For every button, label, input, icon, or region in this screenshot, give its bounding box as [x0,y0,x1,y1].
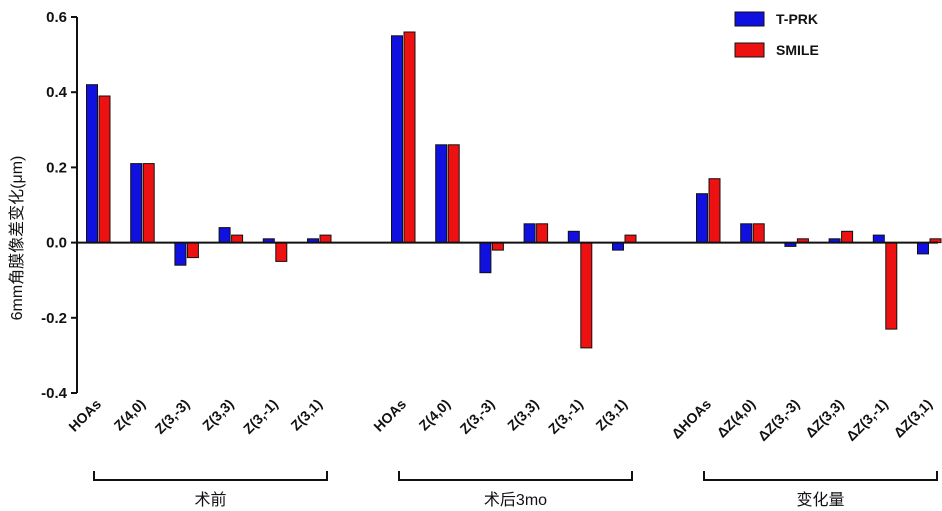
category-label: ΔHOAs [668,396,714,442]
bar-smile [625,235,636,243]
category-label: Z(3,3) [504,396,542,434]
y-tick-label: -0.2 [41,310,67,327]
y-tick-label: -0.4 [41,385,68,402]
bar-smile [886,243,897,330]
bar-t-prk [392,36,403,243]
category-label: Z(3,-1) [240,396,281,437]
category-label: HOAs [65,396,104,435]
bar-smile [753,224,764,243]
legend-swatch [735,12,764,26]
bar-t-prk [175,243,186,266]
bar-smile [187,243,198,258]
bar-smile [709,179,720,243]
bar-t-prk [568,231,579,242]
bar-smile [581,243,592,348]
bar-smile [320,235,331,243]
bar-t-prk [219,228,230,243]
legend-label: SMILE [776,42,819,58]
group-bracket [399,471,632,480]
category-label: ΔZ(3,3) [802,396,847,441]
bar-smile [448,145,459,243]
category-label: HOAs [370,396,409,435]
group-brackets: 术前 术后3mo 变化量 [94,471,937,509]
category-label: ΔZ(3,-1) [843,396,891,444]
bar-t-prk [697,194,708,243]
bar-t-prk [87,85,98,243]
category-label: ΔZ(4,0) [713,396,758,441]
group-label: 变化量 [796,491,844,509]
bar-t-prk [918,243,929,254]
y-tick-label: 0.0 [46,235,67,252]
legend-swatch [735,43,764,57]
bar-smile [276,243,287,262]
bar-t-prk [436,145,447,243]
bar-t-prk [524,224,535,243]
category-label: Z(3,1) [287,396,325,434]
bar-t-prk [613,243,624,251]
bar-smile [842,231,853,242]
category-labels: HOAs Z(4,0) Z(3,-3) Z(3,3) Z(3,-1) Z(3,1) HOAs… [65,396,935,444]
bar-t-prk [741,224,752,243]
y-axis-label: 6mm角膜像差变化(μm) [8,156,26,321]
bar-smile [404,32,415,243]
category-label: Z(3,1) [592,396,630,434]
category-label: Z(3,3) [199,396,237,434]
category-label: Z(3,-1) [545,396,586,437]
group-bracket [94,471,327,480]
category-label: ΔZ(3,-3) [754,396,802,444]
y-tick-label: 0.6 [46,9,67,26]
category-label: Z(4,0) [111,396,149,434]
y-tick-label: 0.4 [46,84,68,101]
bar-smile [232,235,243,243]
bar-smile [492,243,503,251]
bar-smile [537,224,548,243]
bar-t-prk [131,164,142,243]
y-axis: -0.4 -0.2 0.0 0.2 0.4 0.6 [41,9,77,402]
bar-smile [143,164,154,243]
bars [87,32,942,348]
group-bracket [704,471,937,480]
group-label: 术前 [194,491,226,509]
category-label: Z(3,-3) [152,396,193,437]
category-label: Z(3,-3) [457,396,498,437]
y-tick-label: 0.2 [46,159,67,176]
group-label: 术后3mo [484,491,547,509]
category-label: Z(4,0) [416,396,454,434]
bar-t-prk [480,243,491,273]
category-label: ΔZ(3,1) [890,396,935,441]
bar-t-prk [873,235,884,243]
legend: T-PRK SMILE [735,11,819,58]
bar-smile [99,96,110,243]
legend-label: T-PRK [776,11,818,27]
